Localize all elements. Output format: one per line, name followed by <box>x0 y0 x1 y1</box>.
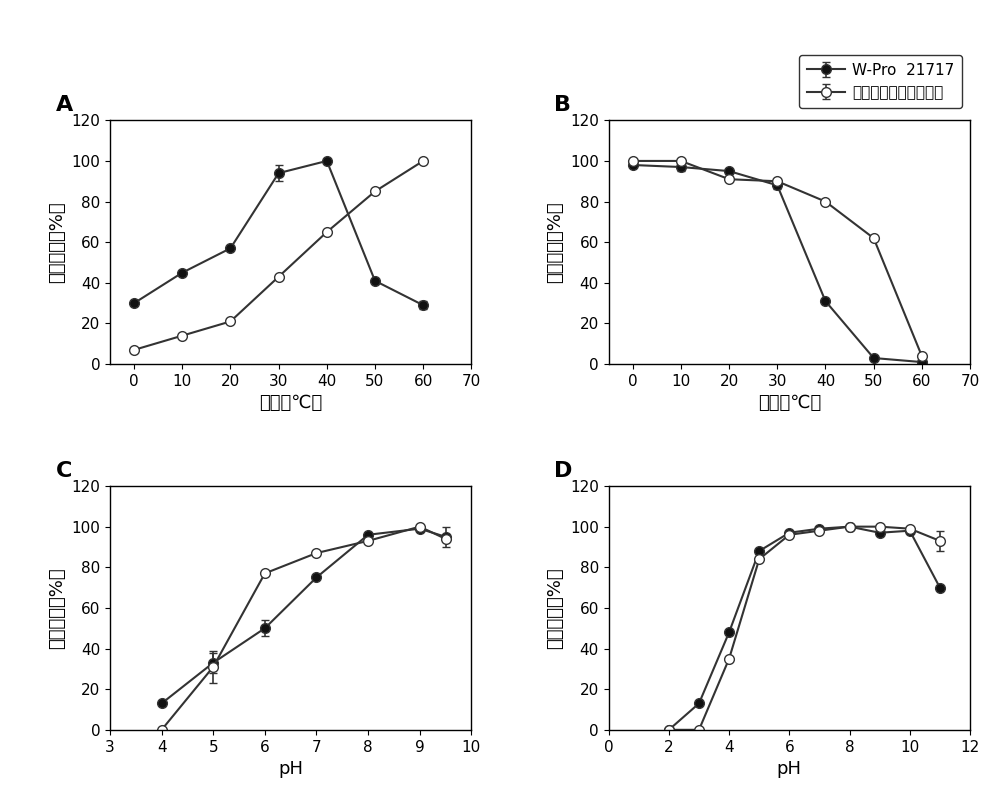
X-axis label: 温度（℃）: 温度（℃） <box>758 395 821 412</box>
X-axis label: 温度（℃）: 温度（℃） <box>259 395 322 412</box>
Y-axis label: 相对活性（%）: 相对活性（%） <box>48 567 66 649</box>
Text: A: A <box>56 95 73 115</box>
Legend: W-Pro  21717, 枯草杆菌蛋白酥嘉士伯: W-Pro 21717, 枯草杆菌蛋白酥嘉士伯 <box>799 55 962 107</box>
X-axis label: pH: pH <box>777 760 802 778</box>
Y-axis label: 残留活性（%）: 残留活性（%） <box>547 567 565 649</box>
Y-axis label: 相对活性（%）: 相对活性（%） <box>48 201 66 283</box>
Text: B: B <box>554 95 571 115</box>
Text: D: D <box>554 461 573 481</box>
Y-axis label: 残留活性（%）: 残留活性（%） <box>547 201 565 283</box>
Text: C: C <box>56 461 72 481</box>
X-axis label: pH: pH <box>278 760 303 778</box>
